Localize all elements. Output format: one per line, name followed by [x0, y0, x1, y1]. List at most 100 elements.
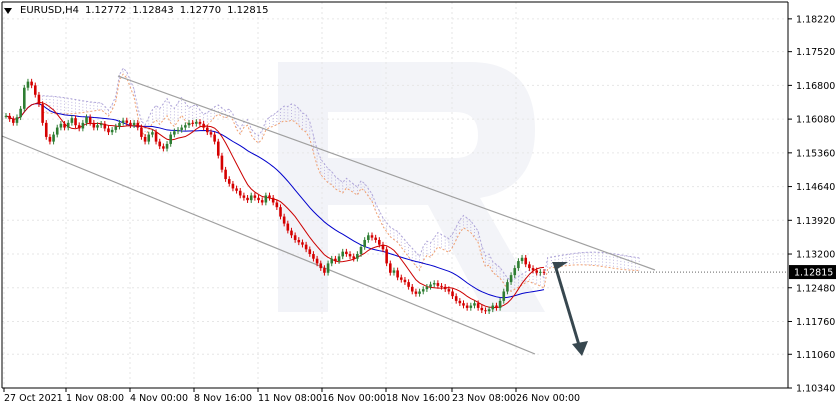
candle-body — [381, 244, 385, 250]
candle-body — [268, 195, 271, 198]
candle-body — [30, 81, 33, 86]
candle-body — [432, 283, 436, 285]
x-tick-label: 27 Oct 2021 — [4, 393, 63, 404]
candle-body — [44, 122, 48, 137]
x-tick-label: 1 Nov 08:00 — [66, 393, 124, 404]
current-price-box — [789, 265, 836, 280]
x-tick-label: 16 Nov 00:00 — [322, 393, 386, 404]
candle-body — [195, 121, 198, 124]
candle-body — [509, 275, 513, 283]
candle-body — [443, 286, 447, 290]
candle-body — [63, 123, 66, 128]
symbol-label[interactable]: EURUSD,H4 — [20, 5, 80, 16]
open-value: 1.12772 — [85, 5, 127, 16]
x-axis-ticks: 27 Oct 2021 1 Nov 08:00 4 Nov 00:00 8 Nov 1… — [3, 388, 580, 404]
candle-body — [502, 291, 506, 301]
candle-body — [286, 223, 290, 231]
candle-body — [465, 305, 469, 308]
candle-body — [158, 141, 162, 147]
axes — [1, 1, 789, 389]
candle-body — [436, 283, 440, 286]
y-tick-label: 1.11760 — [796, 317, 835, 328]
candle-body — [517, 261, 520, 269]
candle-body — [498, 300, 502, 308]
candle-body — [41, 104, 44, 123]
candle-body — [293, 235, 297, 240]
y-tick-label: 1.18220 — [796, 14, 835, 25]
candle-body — [231, 183, 235, 189]
candle-body — [110, 129, 114, 133]
candle-body — [271, 197, 275, 203]
x-tick-label: 4 Nov 00:00 — [130, 393, 188, 404]
symbol-menu-icon[interactable] — [4, 7, 12, 14]
candle-body — [96, 125, 99, 128]
channel-upper — [117, 75, 656, 271]
candle-body — [253, 195, 257, 198]
candle-body — [337, 256, 341, 262]
candle-body — [542, 271, 546, 273]
candle-body — [103, 123, 107, 129]
candle-body — [330, 258, 334, 264]
candle-body — [216, 141, 220, 156]
candle-body — [279, 207, 282, 217]
candle-body — [440, 285, 443, 287]
candle-body — [308, 249, 312, 255]
candles — [4, 78, 546, 314]
candle-body — [407, 282, 410, 287]
forecast-arrow-head — [572, 341, 588, 356]
candle-body — [462, 303, 465, 306]
candle-body — [458, 300, 462, 304]
candle-body — [487, 309, 491, 312]
candle-body — [209, 132, 213, 135]
kijun-path — [5, 103, 545, 299]
candle-body — [304, 244, 308, 250]
candle-body — [176, 129, 180, 132]
candle-body — [129, 122, 132, 126]
candle-body — [8, 115, 11, 120]
chart-header: EURUSD,H4 1.12772 1.12843 1.12770 1.1281… — [4, 5, 268, 16]
candle-body — [539, 271, 542, 273]
candle-body — [403, 279, 407, 283]
candle-body — [224, 169, 227, 180]
candle-body — [260, 200, 264, 203]
candle-body — [107, 128, 110, 133]
candle-body — [520, 257, 524, 262]
y-tick-label: 1.11060 — [796, 350, 835, 361]
candle-body — [246, 197, 249, 201]
candle-body — [454, 296, 458, 301]
candle-body — [396, 270, 399, 278]
candle-body — [180, 127, 183, 130]
candle-body — [528, 264, 531, 269]
candle-body — [59, 123, 63, 128]
candle-body — [319, 263, 323, 269]
candle-body — [118, 122, 121, 127]
candle-body — [312, 254, 315, 259]
candle-body — [414, 291, 418, 294]
candle-body — [326, 263, 330, 273]
candle-body — [15, 117, 19, 123]
candle-body — [378, 239, 381, 245]
candle-body — [447, 289, 451, 292]
candle-body — [341, 251, 345, 257]
candle-body — [121, 120, 125, 123]
candle-body — [55, 127, 59, 135]
candle-body — [198, 121, 202, 124]
candle-body — [491, 305, 495, 310]
candle-body — [421, 289, 425, 292]
candle-body — [410, 286, 414, 292]
candle-body — [301, 242, 304, 245]
kijun-line — [5, 103, 545, 299]
forecast-arrow — [552, 262, 588, 356]
candle-body — [315, 258, 319, 264]
candle-body — [348, 254, 352, 257]
x-tick-label: 26 Nov 00:00 — [516, 393, 580, 404]
candle-body — [227, 179, 231, 184]
candle-body — [206, 127, 209, 133]
x-tick-label: 8 Nov 16:00 — [194, 393, 252, 404]
candle-body — [476, 303, 480, 308]
candle-body — [359, 246, 363, 255]
candle-body — [23, 87, 26, 109]
candle-body — [92, 122, 96, 128]
